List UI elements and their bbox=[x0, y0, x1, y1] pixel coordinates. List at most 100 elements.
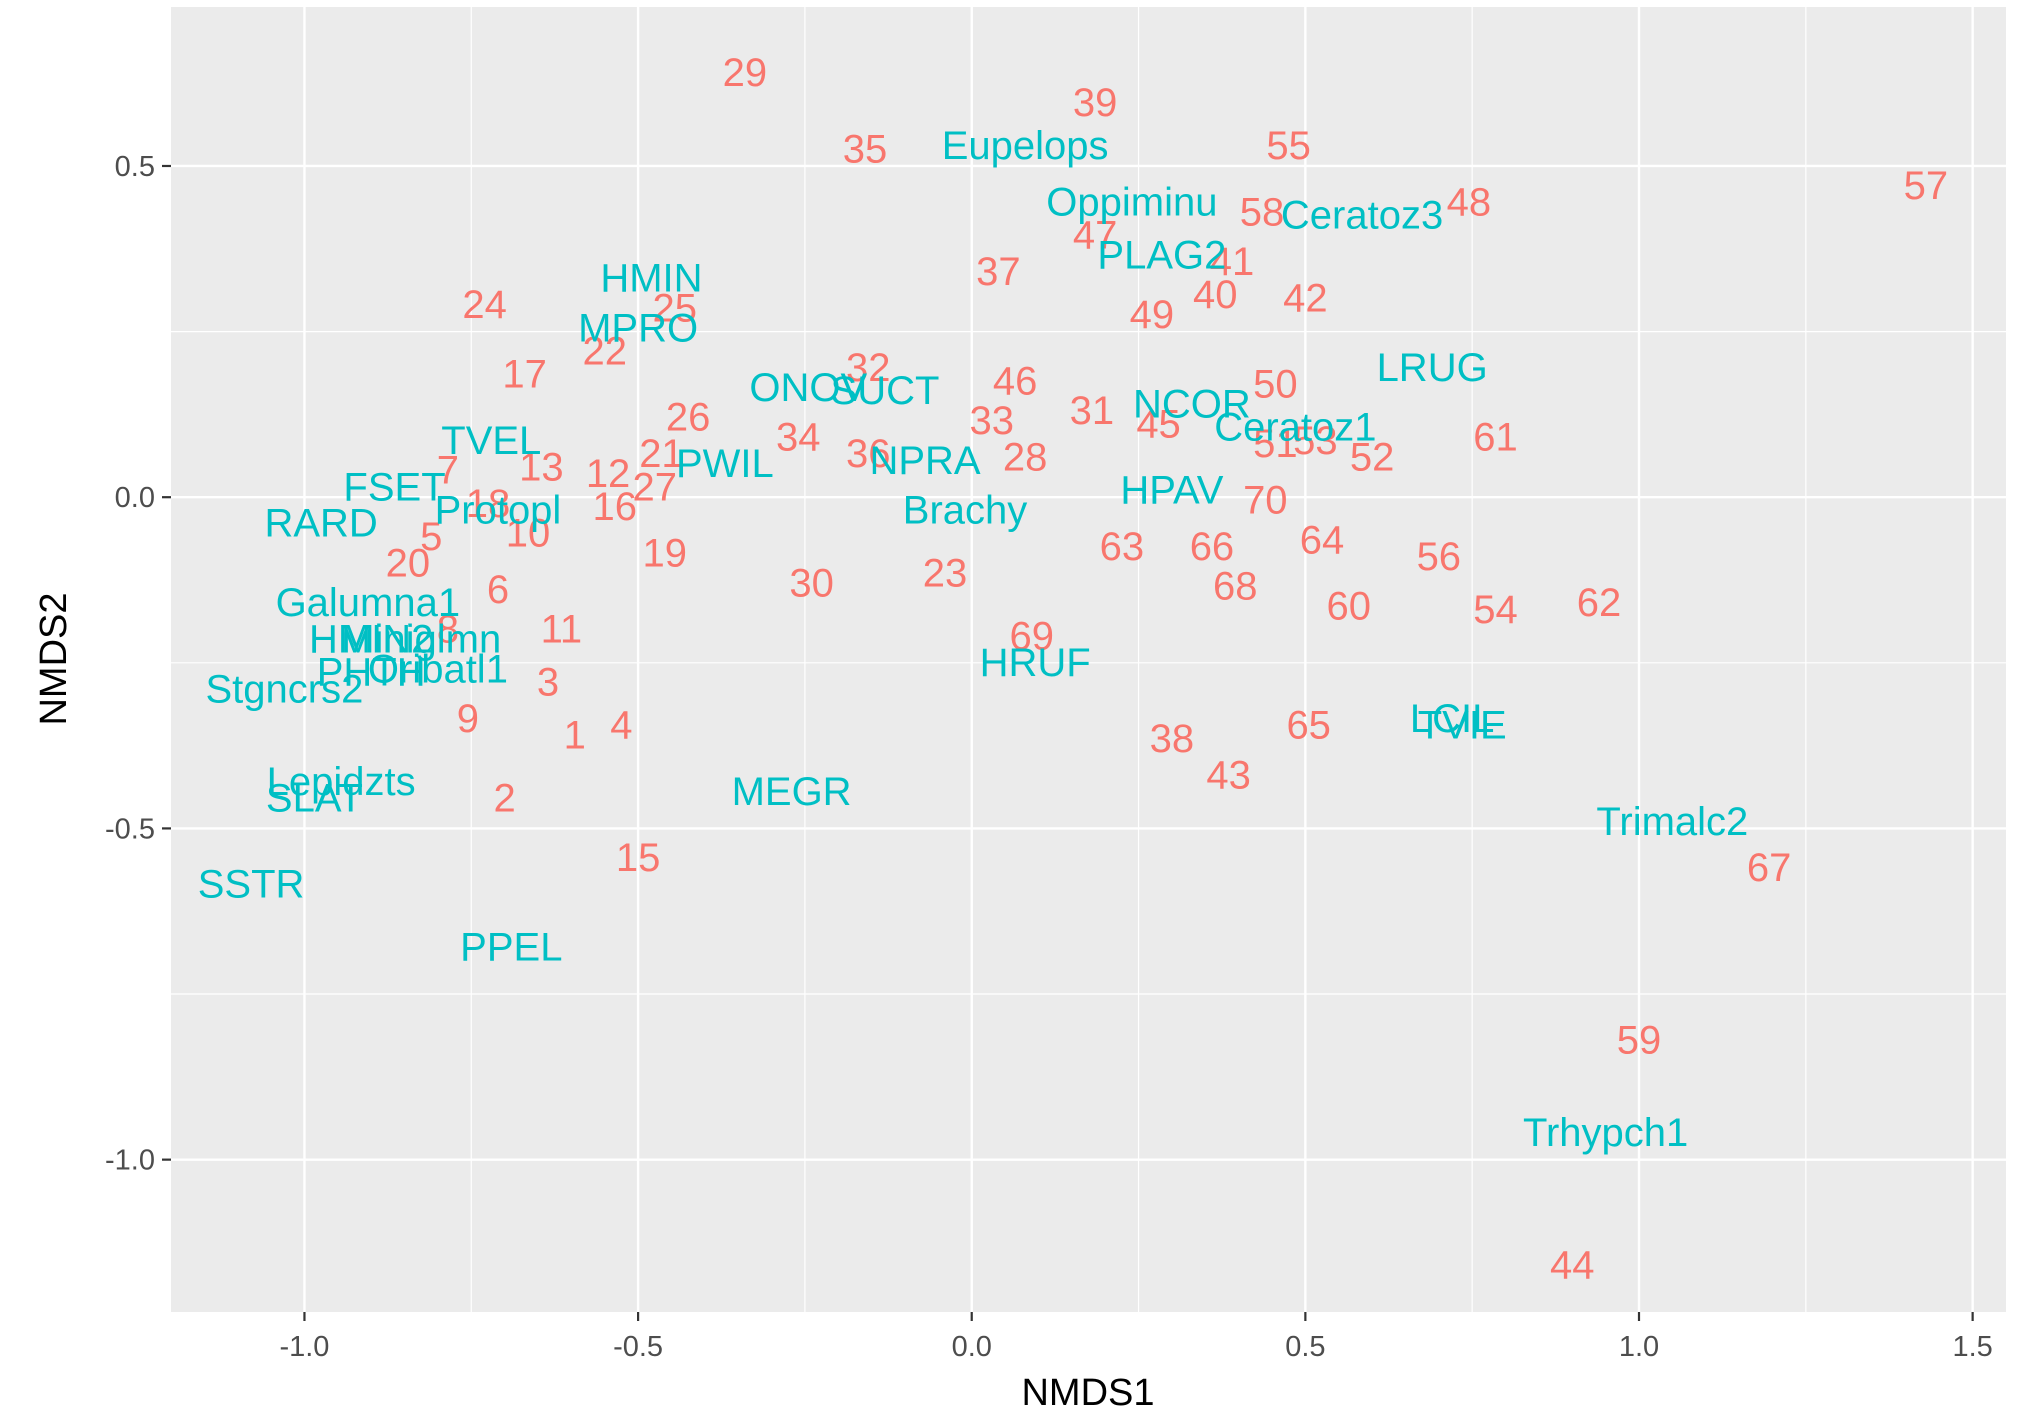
site-point-label: 62 bbox=[1577, 581, 1622, 625]
x-tick-label: -0.5 bbox=[613, 1331, 663, 1363]
species-point-label: TVIE bbox=[1418, 704, 1507, 748]
species-point-label: LCIL bbox=[1410, 697, 1495, 741]
species-point-label: Galumna1 bbox=[276, 581, 461, 625]
minor-gridlines bbox=[171, 7, 2006, 1312]
site-point-label: 40 bbox=[1193, 273, 1238, 317]
x-tick-label: 0.5 bbox=[1285, 1331, 1325, 1363]
site-point-label: 69 bbox=[1010, 614, 1055, 658]
species-point-label: HMIN bbox=[600, 257, 702, 301]
species-point-label: NCOR bbox=[1133, 382, 1251, 426]
site-point-label: 31 bbox=[1070, 389, 1115, 433]
site-point-label: 64 bbox=[1300, 518, 1345, 562]
x-tick-label: 1.5 bbox=[1952, 1331, 1992, 1363]
y-tick-label: 0.0 bbox=[115, 482, 155, 514]
site-point-label: 27 bbox=[633, 465, 678, 509]
x-tick-label: 1.0 bbox=[1619, 1331, 1659, 1363]
site-point-label: 58 bbox=[1240, 190, 1285, 234]
species-point-label: HMIN2 bbox=[309, 618, 433, 662]
site-point-label: 3 bbox=[537, 661, 559, 705]
site-point-label: 19 bbox=[643, 532, 688, 576]
site-point-label: 47 bbox=[1073, 214, 1118, 258]
site-point-label: 48 bbox=[1447, 180, 1492, 224]
site-point-label: 12 bbox=[586, 452, 631, 496]
site-point-label: 70 bbox=[1243, 479, 1288, 523]
site-point-label: 41 bbox=[1210, 240, 1255, 284]
site-point-label: 9 bbox=[457, 697, 479, 741]
species-point-label: TVEL bbox=[441, 419, 541, 463]
site-point-label: 35 bbox=[843, 127, 888, 171]
site-point-label: 2 bbox=[494, 777, 516, 821]
site-point-label: 66 bbox=[1190, 525, 1235, 569]
site-point-label: 42 bbox=[1283, 276, 1328, 320]
site-point-label: 36 bbox=[846, 432, 891, 476]
site-point-label: 52 bbox=[1350, 435, 1395, 479]
y-tick-label: -1.0 bbox=[105, 1145, 155, 1177]
major-gridlines bbox=[171, 7, 2006, 1312]
species-point-label: Ceratoz3 bbox=[1281, 194, 1443, 238]
site-point-label: 54 bbox=[1473, 588, 1518, 632]
site-point-label: 30 bbox=[789, 561, 834, 605]
site-point-label: 43 bbox=[1206, 753, 1251, 797]
site-point-label: 55 bbox=[1266, 124, 1311, 168]
site-point-label: 18 bbox=[466, 482, 511, 526]
species-point-label: PHTH bbox=[317, 651, 426, 695]
site-point-label: 68 bbox=[1213, 565, 1258, 609]
site-point-label: 20 bbox=[386, 541, 431, 585]
species-point-label: SLAT bbox=[266, 777, 363, 821]
species-point-label: Protopl bbox=[435, 488, 562, 532]
site-point-label: 25 bbox=[653, 286, 698, 330]
site-point-label: 49 bbox=[1130, 293, 1175, 337]
site-point-label: 46 bbox=[993, 359, 1038, 403]
site-point-label: 24 bbox=[462, 283, 507, 327]
species-point-label: Ceratoz1 bbox=[1214, 406, 1376, 450]
x-axis-title: NMDS1 bbox=[1021, 1372, 1154, 1414]
site-point-label: 23 bbox=[923, 551, 968, 595]
site-point-label: 33 bbox=[969, 399, 1014, 443]
site-point-label: 67 bbox=[1747, 846, 1792, 890]
species-point-label: ONOV bbox=[749, 366, 867, 410]
y-tick-label: 0.5 bbox=[115, 151, 155, 183]
species-point-label: PPEL bbox=[460, 926, 562, 970]
site-point-label: 26 bbox=[666, 396, 711, 440]
site-point-label: 37 bbox=[976, 250, 1021, 294]
species-point-label: MPRO bbox=[578, 306, 698, 350]
site-point-label: 10 bbox=[506, 512, 551, 556]
site-point-label: 15 bbox=[616, 836, 661, 880]
species-point-label: RARD bbox=[264, 502, 377, 546]
species-point-label: SUCT bbox=[831, 369, 940, 413]
x-axis: -1.0 -0.5 0.0 0.5 1.0 1.5 bbox=[279, 1312, 1993, 1363]
species-point-label: PWIL bbox=[676, 442, 774, 486]
species-point-label: Oribatl1 bbox=[368, 647, 508, 691]
species-point-label: Brachy bbox=[903, 488, 1028, 532]
site-point-label: 51 bbox=[1253, 422, 1298, 466]
species-point-label: Miniglmn bbox=[341, 618, 501, 662]
site-point-label: 63 bbox=[1100, 525, 1145, 569]
species-point-label: Trhypch1 bbox=[1523, 1111, 1688, 1155]
site-point-label: 8 bbox=[437, 608, 459, 652]
species-point-label: MEGR bbox=[732, 770, 852, 814]
site-point-label: 60 bbox=[1326, 585, 1371, 629]
site-point-label: 38 bbox=[1150, 717, 1195, 761]
site-point-label: 22 bbox=[582, 329, 627, 373]
species-point-label: Stgncrs2 bbox=[206, 667, 364, 711]
site-point-label: 34 bbox=[776, 416, 821, 460]
species-point-label: SSTR bbox=[198, 863, 305, 907]
site-point-label: 57 bbox=[1904, 164, 1949, 208]
site-point-label: 45 bbox=[1136, 402, 1181, 446]
species-point-label: Trimalc2 bbox=[1596, 800, 1748, 844]
site-point-label: 28 bbox=[1003, 435, 1048, 479]
site-point-label: 4 bbox=[610, 704, 632, 748]
site-point-label: 59 bbox=[1617, 1018, 1662, 1062]
site-point-label: 53 bbox=[1293, 419, 1338, 463]
plot-panel bbox=[171, 7, 2006, 1312]
site-point-label: 5 bbox=[420, 515, 442, 559]
site-point-label: 11 bbox=[541, 608, 583, 652]
site-point-label: 56 bbox=[1417, 535, 1462, 579]
site-point-label: 13 bbox=[519, 445, 564, 489]
site-point-label: 32 bbox=[846, 346, 891, 390]
site-point-label: 17 bbox=[502, 353, 547, 397]
site-point-label: 6 bbox=[487, 568, 509, 612]
species-point-label: HPAV bbox=[1120, 469, 1223, 513]
